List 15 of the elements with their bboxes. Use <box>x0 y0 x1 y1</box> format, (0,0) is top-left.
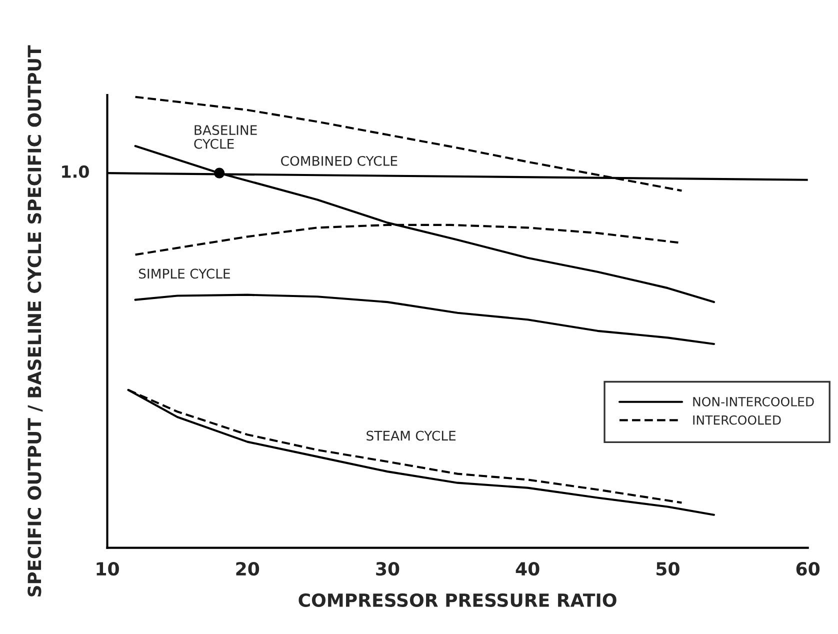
x-tick-label: 20 <box>236 562 260 576</box>
x-tick-label: 30 <box>376 562 400 576</box>
legend-label: NON-INTERCOOLED <box>693 396 814 406</box>
x-tick-label: 50 <box>656 562 680 576</box>
text: 1.0 <box>62 165 89 178</box>
x-tick-label: 60 <box>796 562 820 576</box>
annotation: SIMPLE CYCLE <box>138 268 230 279</box>
annotation: STEAM CYCLE <box>366 430 456 441</box>
x-axis-title: COMPRESSOR PRESSURE RATIO <box>298 593 616 608</box>
x-tick-label: 10 <box>96 562 119 576</box>
x-tick-label: 40 <box>516 562 540 576</box>
y-axis-title: SPECIFIC OUTPUT / BASELINE CYCLE SPECIFIC OUTPUT <box>28 45 43 596</box>
annotation: COMBINED CYCLE <box>281 156 398 166</box>
legend-label: INTERCOOLED <box>693 415 781 425</box>
annotation: BASELINE CYCLE <box>194 125 257 149</box>
